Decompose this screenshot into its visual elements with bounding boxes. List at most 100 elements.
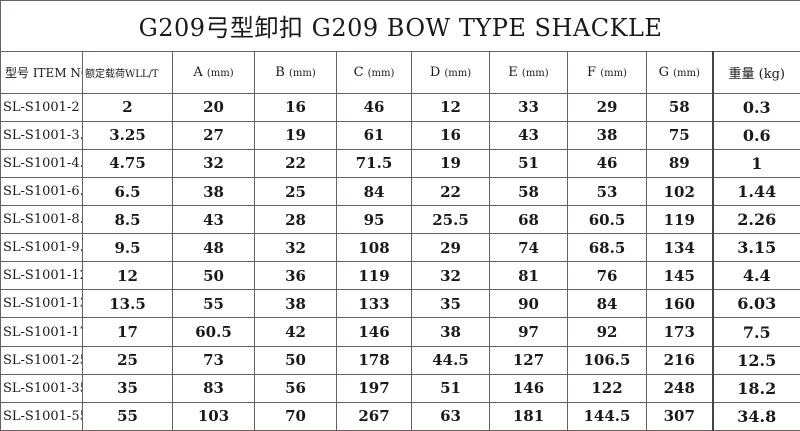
unit-label: (mm) (600, 67, 627, 79)
cell-c: 108 (336, 233, 412, 263)
table-title: G209弓型卸扣 G209 BOW TYPE SHACKLE (0, 0, 800, 52)
cell-e: 33 (489, 92, 568, 122)
cell-wll: 12 (82, 261, 173, 291)
table-row: SL-S1001-2 2 20 16 46 12 33 29 58 0.3 (0, 92, 800, 122)
cell-b: 70 (254, 401, 337, 431)
cell-model: SL-S1001-9.5 (0, 233, 83, 263)
cell-b: 38 (254, 289, 337, 319)
table-row: SL-S1001-25 25 73 50 178 44.5 127 106.5 216 12.5 (0, 345, 800, 375)
cell-model: SL-S1001-3.25 (0, 120, 83, 150)
cell-d: 12 (411, 92, 490, 122)
cell-weight: 1 (711, 148, 800, 179)
cell-a: 73 (172, 345, 255, 375)
cell-c: 267 (336, 401, 412, 431)
cell-model: SL-S1001-35 (0, 373, 83, 403)
cell-wll: 2 (82, 92, 173, 122)
cell-g: 89 (646, 148, 713, 179)
cell-a: 83 (172, 373, 255, 403)
cell-e: 68 (489, 205, 568, 235)
cell-a: 38 (172, 177, 255, 207)
cell-d: 25.5 (411, 205, 490, 235)
cell-weight: 2.26 (711, 205, 800, 235)
cell-g: 58 (646, 92, 713, 122)
table-body: SL-S1001-22201646123329580.3SL-S1001-3.2… (0, 92, 800, 431)
cell-a: 103 (172, 401, 255, 431)
cell-f: 106.5 (567, 345, 647, 375)
cell-wll: 55 (82, 401, 173, 431)
cell-c: 119 (336, 261, 412, 291)
cell-f: 84 (567, 289, 647, 319)
title-row: G209弓型卸扣 G209 BOW TYPE SHACKLE (0, 0, 800, 52)
cell-f: 92 (567, 317, 647, 347)
cell-weight: 0.6 (711, 120, 800, 150)
cell-a: 50 (172, 261, 255, 291)
cell-c: 178 (336, 345, 412, 375)
cell-f: 53 (567, 177, 647, 207)
cell-e: 43 (489, 120, 568, 150)
cell-weight: 1.44 (711, 177, 800, 207)
cell-d: 51 (411, 373, 490, 403)
cell-e: 97 (489, 317, 568, 347)
cell-model: SL-S1001-6.5 (0, 177, 83, 207)
header-e: E (mm) (489, 50, 568, 94)
table-row: SL-S1001-55 55 103 70 267 63 181 144.5 307 34.8 (0, 401, 800, 431)
cell-d: 32 (411, 261, 490, 291)
cell-f: 29 (567, 92, 647, 122)
cell-d: 38 (411, 317, 490, 347)
cell-wll: 13.5 (82, 289, 173, 319)
cell-a: 48 (172, 233, 255, 263)
cell-a: 60.5 (172, 317, 255, 347)
cell-b: 28 (254, 205, 337, 235)
cell-g: 75 (646, 120, 713, 150)
cell-wll: 9.5 (82, 233, 173, 263)
cell-e: 146 (489, 373, 568, 403)
unit-label: (mm) (288, 67, 316, 79)
cell-b: 25 (254, 177, 337, 207)
cell-e: 127 (489, 345, 568, 375)
cell-wll: 35 (82, 373, 173, 403)
cell-b: 56 (254, 373, 337, 403)
header-label: G (658, 64, 669, 80)
cell-b: 32 (254, 233, 337, 263)
cell-d: 19 (411, 148, 490, 179)
cell-a: 27 (172, 120, 255, 150)
cell-b: 50 (254, 345, 337, 375)
cell-b: 42 (254, 317, 337, 347)
cell-e: 51 (489, 148, 568, 179)
cell-c: 95 (336, 205, 412, 235)
cell-wll: 25 (82, 345, 173, 375)
cell-c: 197 (336, 373, 412, 403)
cell-d: 16 (411, 120, 490, 150)
cell-c: 46 (336, 92, 412, 122)
cell-d: 22 (411, 177, 490, 207)
cell-weight: 0.3 (711, 92, 800, 122)
cell-weight: 34.8 (711, 401, 800, 431)
header-a: A (mm) (172, 50, 255, 94)
table-row: SL-S1001-35 35 83 56 197 51 146 122 248 18.2 (0, 373, 800, 403)
cell-b: 16 (254, 92, 337, 122)
cell-a: 32 (172, 148, 255, 179)
cell-g: 134 (646, 233, 713, 263)
unit-label: (mm) (521, 67, 549, 79)
cell-f: 76 (567, 261, 647, 291)
cell-a: 20 (172, 92, 255, 122)
unit-label: (mm) (444, 67, 472, 79)
cell-weight: 7.5 (711, 317, 800, 347)
header-f: F (mm) (567, 50, 647, 94)
cell-c: 84 (336, 177, 412, 207)
header-label: A (193, 64, 203, 80)
cell-d: 29 (411, 233, 490, 263)
cell-wll: 4.75 (82, 148, 173, 179)
cell-b: 36 (254, 261, 337, 291)
unit-label: (mm) (206, 67, 234, 79)
cell-f: 38 (567, 120, 647, 150)
cell-g: 102 (646, 177, 713, 207)
cell-wll: 17 (82, 317, 173, 347)
cell-model: SL-S1001-2 (0, 92, 83, 122)
cell-d: 35 (411, 289, 490, 319)
